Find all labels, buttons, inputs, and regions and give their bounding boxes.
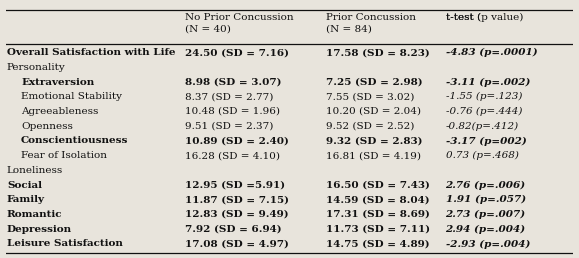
Text: Family: Family (7, 195, 45, 204)
Text: 8.37 (SD = 2.77): 8.37 (SD = 2.77) (185, 92, 273, 101)
Text: Romantic: Romantic (7, 210, 63, 219)
Text: 11.73 (SD = 7.11): 11.73 (SD = 7.11) (327, 225, 431, 234)
Text: -3.17 (p=002): -3.17 (p=002) (446, 136, 526, 146)
Text: Loneliness: Loneliness (7, 166, 63, 175)
Text: 8.98 (SD = 3.07): 8.98 (SD = 3.07) (185, 78, 281, 86)
Text: Depression: Depression (7, 225, 72, 234)
Text: 24.50 (SD = 7.16): 24.50 (SD = 7.16) (185, 48, 288, 57)
Text: 16.81 (SD = 4.19): 16.81 (SD = 4.19) (327, 151, 422, 160)
Text: No Prior Concussion
(N = 40): No Prior Concussion (N = 40) (185, 13, 293, 33)
Text: 2.73 (p=.007): 2.73 (p=.007) (446, 210, 526, 219)
Text: Agreeableness: Agreeableness (21, 107, 98, 116)
Text: 0.73 (p=.468): 0.73 (p=.468) (446, 151, 518, 160)
Text: Leisure Satisfaction: Leisure Satisfaction (7, 239, 123, 248)
Text: 1.91 (p=.057): 1.91 (p=.057) (446, 195, 526, 204)
Text: Personality: Personality (7, 63, 65, 72)
Text: 10.89 (SD = 2.40): 10.89 (SD = 2.40) (185, 136, 288, 146)
Text: t-test (p value): t-test (p value) (446, 13, 523, 22)
Text: 7.25 (SD = 2.98): 7.25 (SD = 2.98) (327, 78, 423, 86)
Text: Prior Concussion
(N = 84): Prior Concussion (N = 84) (327, 13, 416, 33)
Text: Fear of Isolation: Fear of Isolation (21, 151, 107, 160)
Text: Openness: Openness (21, 122, 73, 131)
Text: 7.55 (SD = 3.02): 7.55 (SD = 3.02) (327, 92, 415, 101)
Text: 14.59 (SD = 8.04): 14.59 (SD = 8.04) (327, 195, 430, 204)
Text: 16.28 (SD = 4.10): 16.28 (SD = 4.10) (185, 151, 280, 160)
Text: 2.76 (p=.006): 2.76 (p=.006) (446, 181, 526, 190)
Text: -3.11 (p=.002): -3.11 (p=.002) (446, 78, 530, 87)
Text: -4.83 (p=.0001): -4.83 (p=.0001) (446, 48, 537, 57)
Text: Overall Satisfaction with Life: Overall Satisfaction with Life (7, 48, 175, 57)
Text: Conscientiousness: Conscientiousness (21, 136, 129, 146)
Text: 10.48 (SD = 1.96): 10.48 (SD = 1.96) (185, 107, 280, 116)
Text: 7.92 (SD = 6.94): 7.92 (SD = 6.94) (185, 225, 281, 234)
Text: -0.82(p=.412): -0.82(p=.412) (446, 122, 519, 131)
Text: t-test (: t-test ( (446, 13, 481, 22)
Text: -0.76 (p=.444): -0.76 (p=.444) (446, 107, 522, 116)
Text: Emotional Stability: Emotional Stability (21, 92, 122, 101)
Text: 17.31 (SD = 8.69): 17.31 (SD = 8.69) (327, 210, 430, 219)
Text: -1.55 (p=.123): -1.55 (p=.123) (446, 92, 522, 101)
Text: 10.20 (SD = 2.04): 10.20 (SD = 2.04) (327, 107, 422, 116)
Text: 11.87 (SD = 7.15): 11.87 (SD = 7.15) (185, 195, 288, 204)
Text: 9.52 (SD = 2.52): 9.52 (SD = 2.52) (327, 122, 415, 131)
Text: 12.83 (SD = 9.49): 12.83 (SD = 9.49) (185, 210, 288, 219)
Text: 14.75 (SD = 4.89): 14.75 (SD = 4.89) (327, 239, 430, 248)
Text: 9.32 (SD = 2.83): 9.32 (SD = 2.83) (327, 136, 423, 146)
Text: 9.51 (SD = 2.37): 9.51 (SD = 2.37) (185, 122, 273, 131)
Text: 16.50 (SD = 7.43): 16.50 (SD = 7.43) (327, 181, 430, 190)
Text: 17.08 (SD = 4.97): 17.08 (SD = 4.97) (185, 239, 288, 248)
Text: 2.94 (p=.004): 2.94 (p=.004) (446, 225, 526, 234)
Text: Social: Social (7, 181, 42, 190)
Text: Extraversion: Extraversion (21, 78, 94, 86)
Text: -2.93 (p=.004): -2.93 (p=.004) (446, 239, 530, 248)
Text: 17.58 (SD = 8.23): 17.58 (SD = 8.23) (327, 48, 430, 57)
Text: 12.95 (SD =5.91): 12.95 (SD =5.91) (185, 181, 285, 190)
